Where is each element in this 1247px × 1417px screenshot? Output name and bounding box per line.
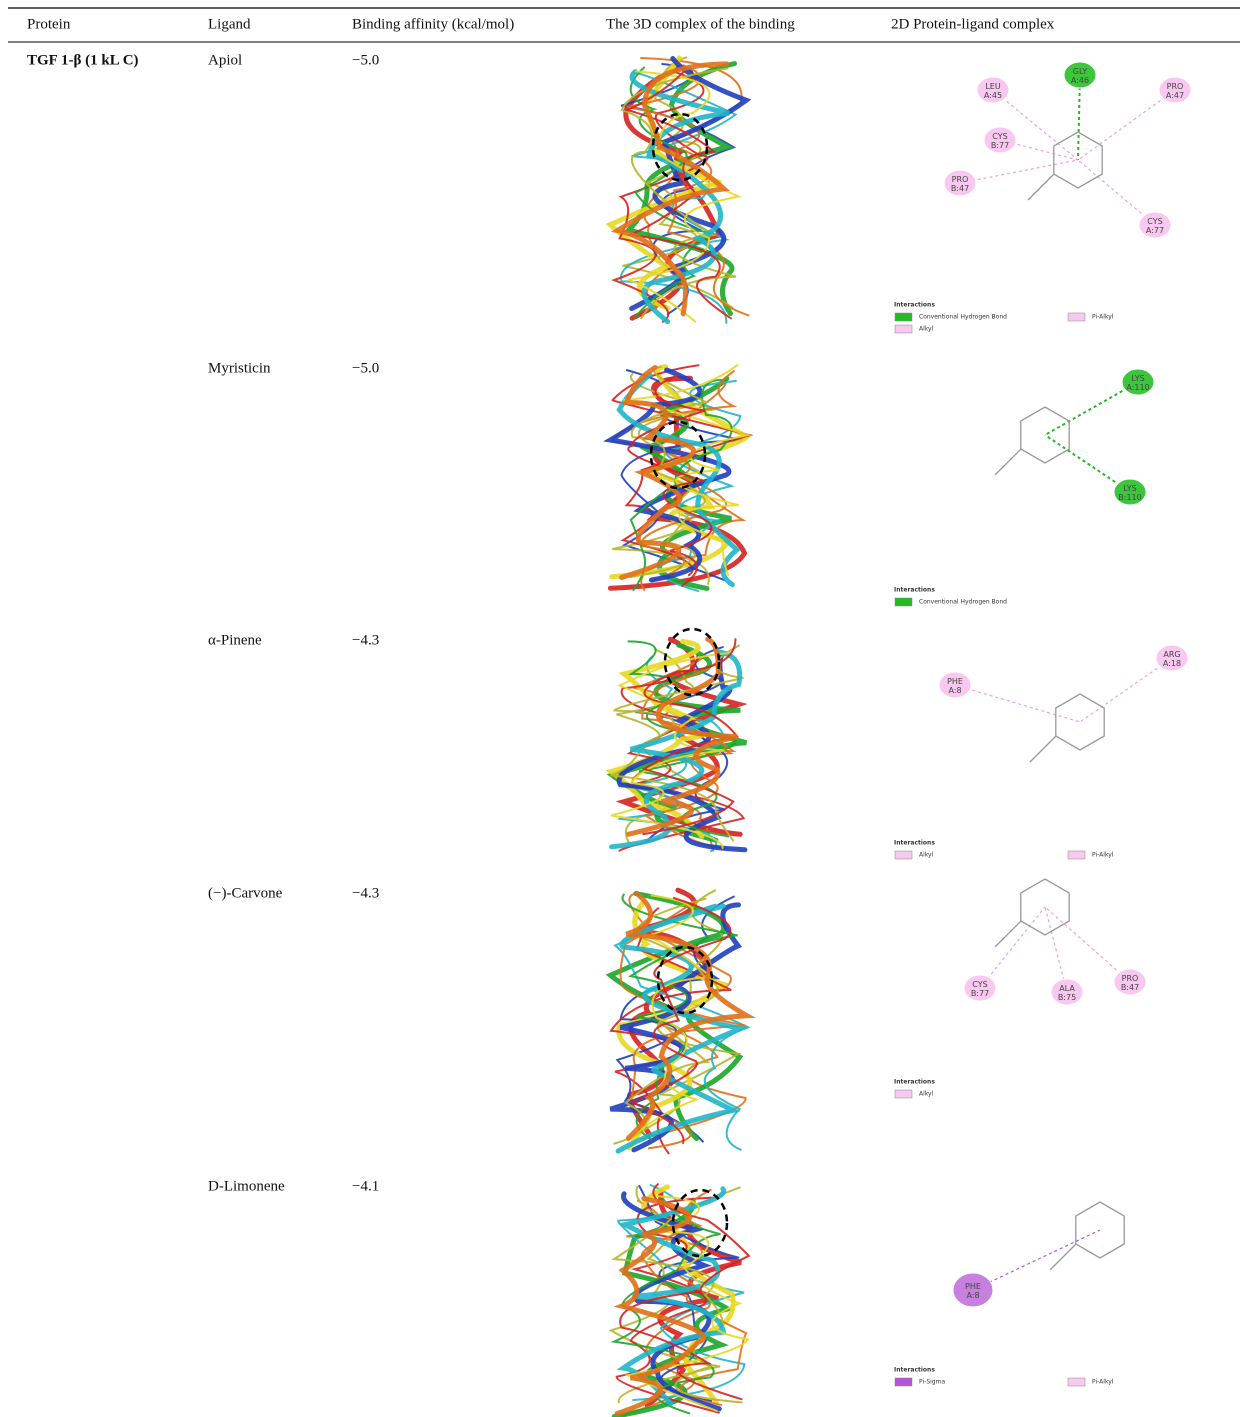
legend-label: Pi-Alkyl <box>1092 314 1114 321</box>
ligand-bond <box>995 921 1021 947</box>
residue-label-line: B:77 <box>991 141 1009 150</box>
header-cell: Ligand <box>208 16 251 32</box>
residue-label-line: A:8 <box>948 686 961 695</box>
legend-swatch <box>1068 313 1085 321</box>
residue-label-line: PRO <box>1167 82 1184 91</box>
affinity-cell: −4.3 <box>352 885 379 901</box>
ligand-bond <box>1050 1244 1076 1270</box>
residue-label: ARGA:18 <box>1163 650 1181 668</box>
legend-label: Alkyl <box>919 1091 934 1098</box>
residue-label-line: B:47 <box>1121 983 1139 992</box>
residue-label: LEUA:45 <box>984 82 1002 100</box>
protein-3d-image <box>610 58 749 323</box>
legend-swatch <box>1068 851 1085 859</box>
legend-title: Interactions <box>894 1367 935 1374</box>
interaction-line <box>973 1230 1100 1290</box>
residue-label-line: PHE <box>947 677 963 686</box>
residue-label-line: B:75 <box>1058 993 1076 1002</box>
interaction-line <box>1045 382 1138 435</box>
legend-swatch <box>895 598 912 606</box>
legend-swatch <box>895 313 912 321</box>
ligand-cell: D-Limonene <box>208 1178 285 1194</box>
ligand-bond <box>1028 174 1054 200</box>
ligand-bond <box>995 449 1021 475</box>
table-page: Protein Ligand Binding affinity (kcal/mo… <box>0 0 1247 1417</box>
legend-title: Interactions <box>894 587 935 594</box>
legend-swatch <box>895 325 912 333</box>
affinity-cell: −5.0 <box>352 52 379 68</box>
legend-label: Pi-Alkyl <box>1092 1379 1114 1386</box>
legend-swatch <box>895 1090 912 1098</box>
legend-title: Interactions <box>894 1079 935 1086</box>
residue-label-line: B:47 <box>951 184 969 193</box>
residue-label-line: PRO <box>1122 974 1139 983</box>
ligand-bond <box>1030 736 1056 762</box>
affinity-cell: −4.1 <box>352 1178 379 1194</box>
legend-title: Interactions <box>894 302 935 309</box>
residue-label-line: ARG <box>1163 650 1180 659</box>
residue-label: PROB:47 <box>951 175 969 193</box>
residue-label: CYSB:77 <box>991 132 1009 150</box>
interaction-line <box>955 685 1080 722</box>
residue-label-line: CYS <box>1147 217 1162 226</box>
residue-label-line: B:77 <box>971 989 989 998</box>
protein-3d-image <box>611 1184 749 1416</box>
legend-swatch <box>895 1378 912 1386</box>
residue-label-line: ALA <box>1059 984 1075 993</box>
legend-swatch <box>1068 1378 1085 1386</box>
interaction-line <box>1045 907 1130 982</box>
residue-label-line: LYS <box>1131 374 1144 383</box>
interaction-line <box>1078 90 1175 160</box>
residue-label-line: A:46 <box>1071 76 1089 85</box>
residue-label-line: A:8 <box>966 1291 979 1300</box>
residue-label-line: A:47 <box>1166 91 1184 100</box>
interaction-line <box>960 160 1078 183</box>
affinity-cell: −5.0 <box>352 360 379 376</box>
interaction-line <box>980 907 1045 988</box>
residue-label-line: CYS <box>972 980 987 989</box>
ligand-cell: (−)-Carvone <box>208 885 283 901</box>
residue-label: PHEA:8 <box>965 1282 981 1300</box>
legend-title: Interactions <box>894 840 935 847</box>
legend-label: Alkyl <box>919 852 934 859</box>
residue-label-line: A:77 <box>1146 226 1164 235</box>
header-cell: 2D Protein-ligand complex <box>891 16 1055 32</box>
residue-label-line: PRO <box>952 175 969 184</box>
protein-3d-image <box>610 365 750 591</box>
residue-label-line: GLY <box>1073 67 1088 76</box>
ligand-cell: Apiol <box>208 52 242 68</box>
legend-label: Pi-Sigma <box>919 1379 945 1386</box>
protein-3d-image <box>610 890 748 1153</box>
legend-label: Pi-Alkyl <box>1092 852 1114 859</box>
ligand-cell: Myristicin <box>208 360 271 376</box>
residue-label-line: A:110 <box>1126 383 1149 392</box>
residue-label-line: B:110 <box>1118 493 1141 502</box>
ligand-cell: α-Pinene <box>208 632 262 648</box>
legend-label: Conventional Hydrogen Bond <box>919 314 1007 321</box>
header-cell: Protein <box>27 16 71 32</box>
interaction-line <box>1078 160 1155 225</box>
residue-label-line: CYS <box>992 132 1007 141</box>
legend-label: Alkyl <box>919 326 934 333</box>
residue-label-line: A:18 <box>1163 659 1181 668</box>
residue-label: PROA:47 <box>1166 82 1184 100</box>
protein-name: TGF 1-β (1 kL C) <box>27 52 139 68</box>
residue-label-line: LYS <box>1123 484 1136 493</box>
interaction-line <box>1080 658 1172 722</box>
residue-label-line: A:45 <box>984 91 1002 100</box>
header-cell: The 3D complex of the binding <box>606 16 795 32</box>
header-cell: Binding affinity (kcal/mol) <box>352 16 514 32</box>
protein-3d-image <box>611 629 746 851</box>
residue-label-line: LEU <box>985 82 1001 91</box>
legend-swatch <box>895 851 912 859</box>
residue-label-line: PHE <box>965 1282 981 1291</box>
legend-label: Conventional Hydrogen Bond <box>919 599 1007 606</box>
affinity-cell: −4.3 <box>352 632 379 648</box>
